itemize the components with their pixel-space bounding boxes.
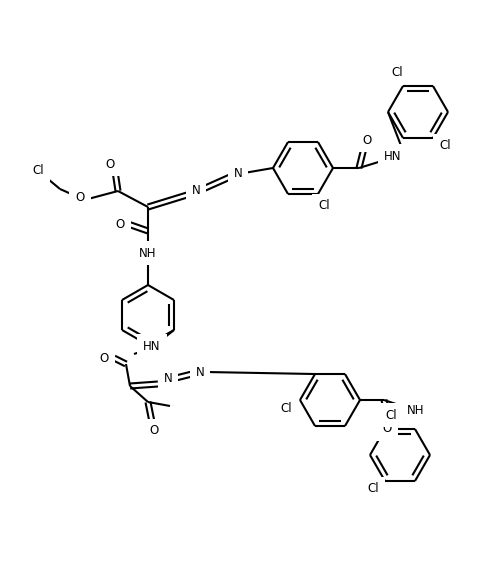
Text: O: O <box>149 424 159 438</box>
Text: Cl: Cl <box>318 200 330 212</box>
Text: O: O <box>115 217 124 230</box>
Text: O: O <box>383 423 392 435</box>
Text: N: N <box>192 183 201 196</box>
Text: NH: NH <box>407 403 425 417</box>
Text: Cl: Cl <box>280 402 292 414</box>
Text: Cl: Cl <box>439 139 451 152</box>
Text: HN: HN <box>384 150 402 163</box>
Text: Cl: Cl <box>385 409 397 422</box>
Text: N: N <box>234 167 242 179</box>
Text: O: O <box>76 191 85 204</box>
Text: O: O <box>362 134 371 146</box>
Text: O: O <box>99 352 108 365</box>
Text: Cl: Cl <box>391 65 403 79</box>
Text: N: N <box>196 365 204 378</box>
Text: N: N <box>164 372 172 385</box>
Text: NH: NH <box>139 246 157 259</box>
Text: O: O <box>105 158 114 171</box>
Text: Cl: Cl <box>32 163 44 176</box>
Text: HN: HN <box>143 340 161 353</box>
Text: Cl: Cl <box>367 483 379 496</box>
